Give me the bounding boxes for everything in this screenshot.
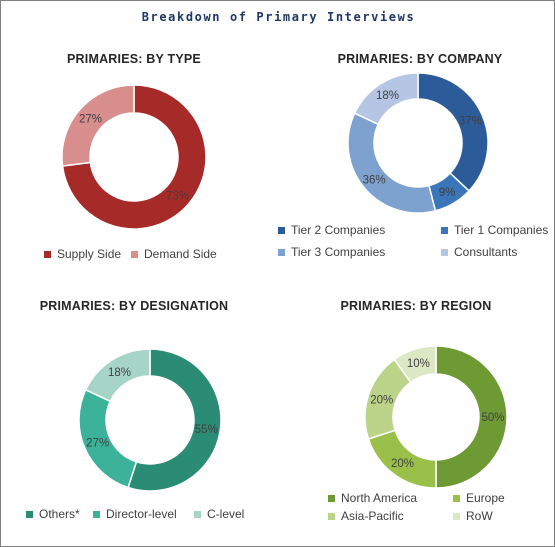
data-label: 73% — [166, 190, 189, 202]
legend-label: Demand Side — [144, 247, 217, 261]
legend-item: Others* — [26, 507, 80, 521]
legend-label: C-level — [207, 507, 245, 521]
legend-label: Tier 1 Companies — [454, 223, 549, 237]
data-label: 55% — [195, 424, 218, 436]
slice-consultants — [353, 72, 419, 126]
slice-supply-side — [61, 84, 207, 230]
slice-others — [127, 348, 222, 492]
legend-swatch — [194, 510, 201, 518]
legend-swatch — [328, 494, 335, 502]
data-label: 37% — [459, 115, 482, 127]
slice-demand-side — [61, 84, 135, 167]
legend-label: Asia-Pacific — [341, 509, 404, 523]
legend-item: Tier 3 Companies — [278, 245, 385, 259]
donut-chart-designation: 55% 27% 18% — [78, 348, 222, 492]
legend-swatch — [453, 512, 460, 520]
legend-swatch — [441, 226, 448, 234]
main-title: Breakdown of Primary Interviews — [141, 10, 416, 24]
data-label: 50% — [481, 412, 504, 424]
data-label: 20% — [391, 458, 414, 470]
legend-label: Director-level — [106, 507, 177, 521]
legend-item: Europe — [453, 491, 505, 505]
donut-chart-region: 50% 20% 20% 10% — [364, 345, 508, 489]
legend-label: Others* — [39, 507, 80, 521]
legend-item: Tier 2 Companies — [278, 223, 385, 237]
data-label: 27% — [79, 114, 102, 126]
legend-label: North America — [341, 491, 418, 505]
data-label: 18% — [376, 90, 399, 102]
legend-item: Asia-Pacific — [328, 509, 404, 523]
legend-item: Tier 1 Companies — [441, 223, 548, 237]
slice-c-level — [84, 348, 151, 403]
legend-swatch — [44, 250, 51, 258]
legend-swatch — [441, 248, 448, 256]
legend-label: Tier 3 Companies — [291, 245, 386, 259]
legend-item: North America — [328, 491, 417, 505]
legend-item: C-level — [194, 507, 244, 521]
data-label: 10% — [407, 358, 430, 370]
donut-chart-company: 37% 9% 36% 18% — [347, 72, 489, 214]
legend-label: Tier 2 Companies — [291, 223, 386, 237]
legend-label: Europe — [466, 491, 505, 505]
legend-swatch — [131, 250, 138, 258]
legend-label: Consultants — [454, 245, 518, 259]
chart-title-region: PRIMARIES: BY REGION — [340, 299, 492, 313]
legend-swatch — [26, 510, 33, 518]
data-label: 27% — [86, 438, 109, 450]
slice-tier-3-companies — [347, 112, 437, 214]
data-label: 18% — [108, 367, 131, 379]
legend-swatch — [328, 512, 335, 520]
legend-item: Consultants — [441, 245, 517, 259]
slice-row — [393, 345, 437, 384]
legend-item: Demand Side — [131, 247, 217, 261]
data-label: 9% — [439, 187, 456, 199]
slice-tier-2-companies — [417, 72, 489, 192]
legend-swatch — [453, 494, 460, 502]
chart-title-type: PRIMARIES: BY TYPE — [67, 52, 201, 66]
legend-label: RoW — [466, 509, 493, 523]
legend-item: RoW — [453, 509, 493, 523]
data-label: 20% — [370, 394, 393, 406]
slice-north-america — [435, 345, 508, 489]
legend-item: Director-level — [93, 507, 177, 521]
chart-title-company: PRIMARIES: BY COMPANY — [337, 52, 503, 66]
donut-chart-type: 73% 27% — [61, 84, 207, 230]
legend-swatch — [278, 226, 285, 234]
legend-swatch — [278, 248, 285, 256]
legend-label: Supply Side — [57, 247, 122, 261]
data-label: 36% — [363, 174, 386, 186]
legend-item: Supply Side — [44, 247, 121, 261]
chart-title-designation: PRIMARIES: BY DESIGNATION — [39, 299, 229, 313]
legend-swatch — [93, 510, 100, 518]
